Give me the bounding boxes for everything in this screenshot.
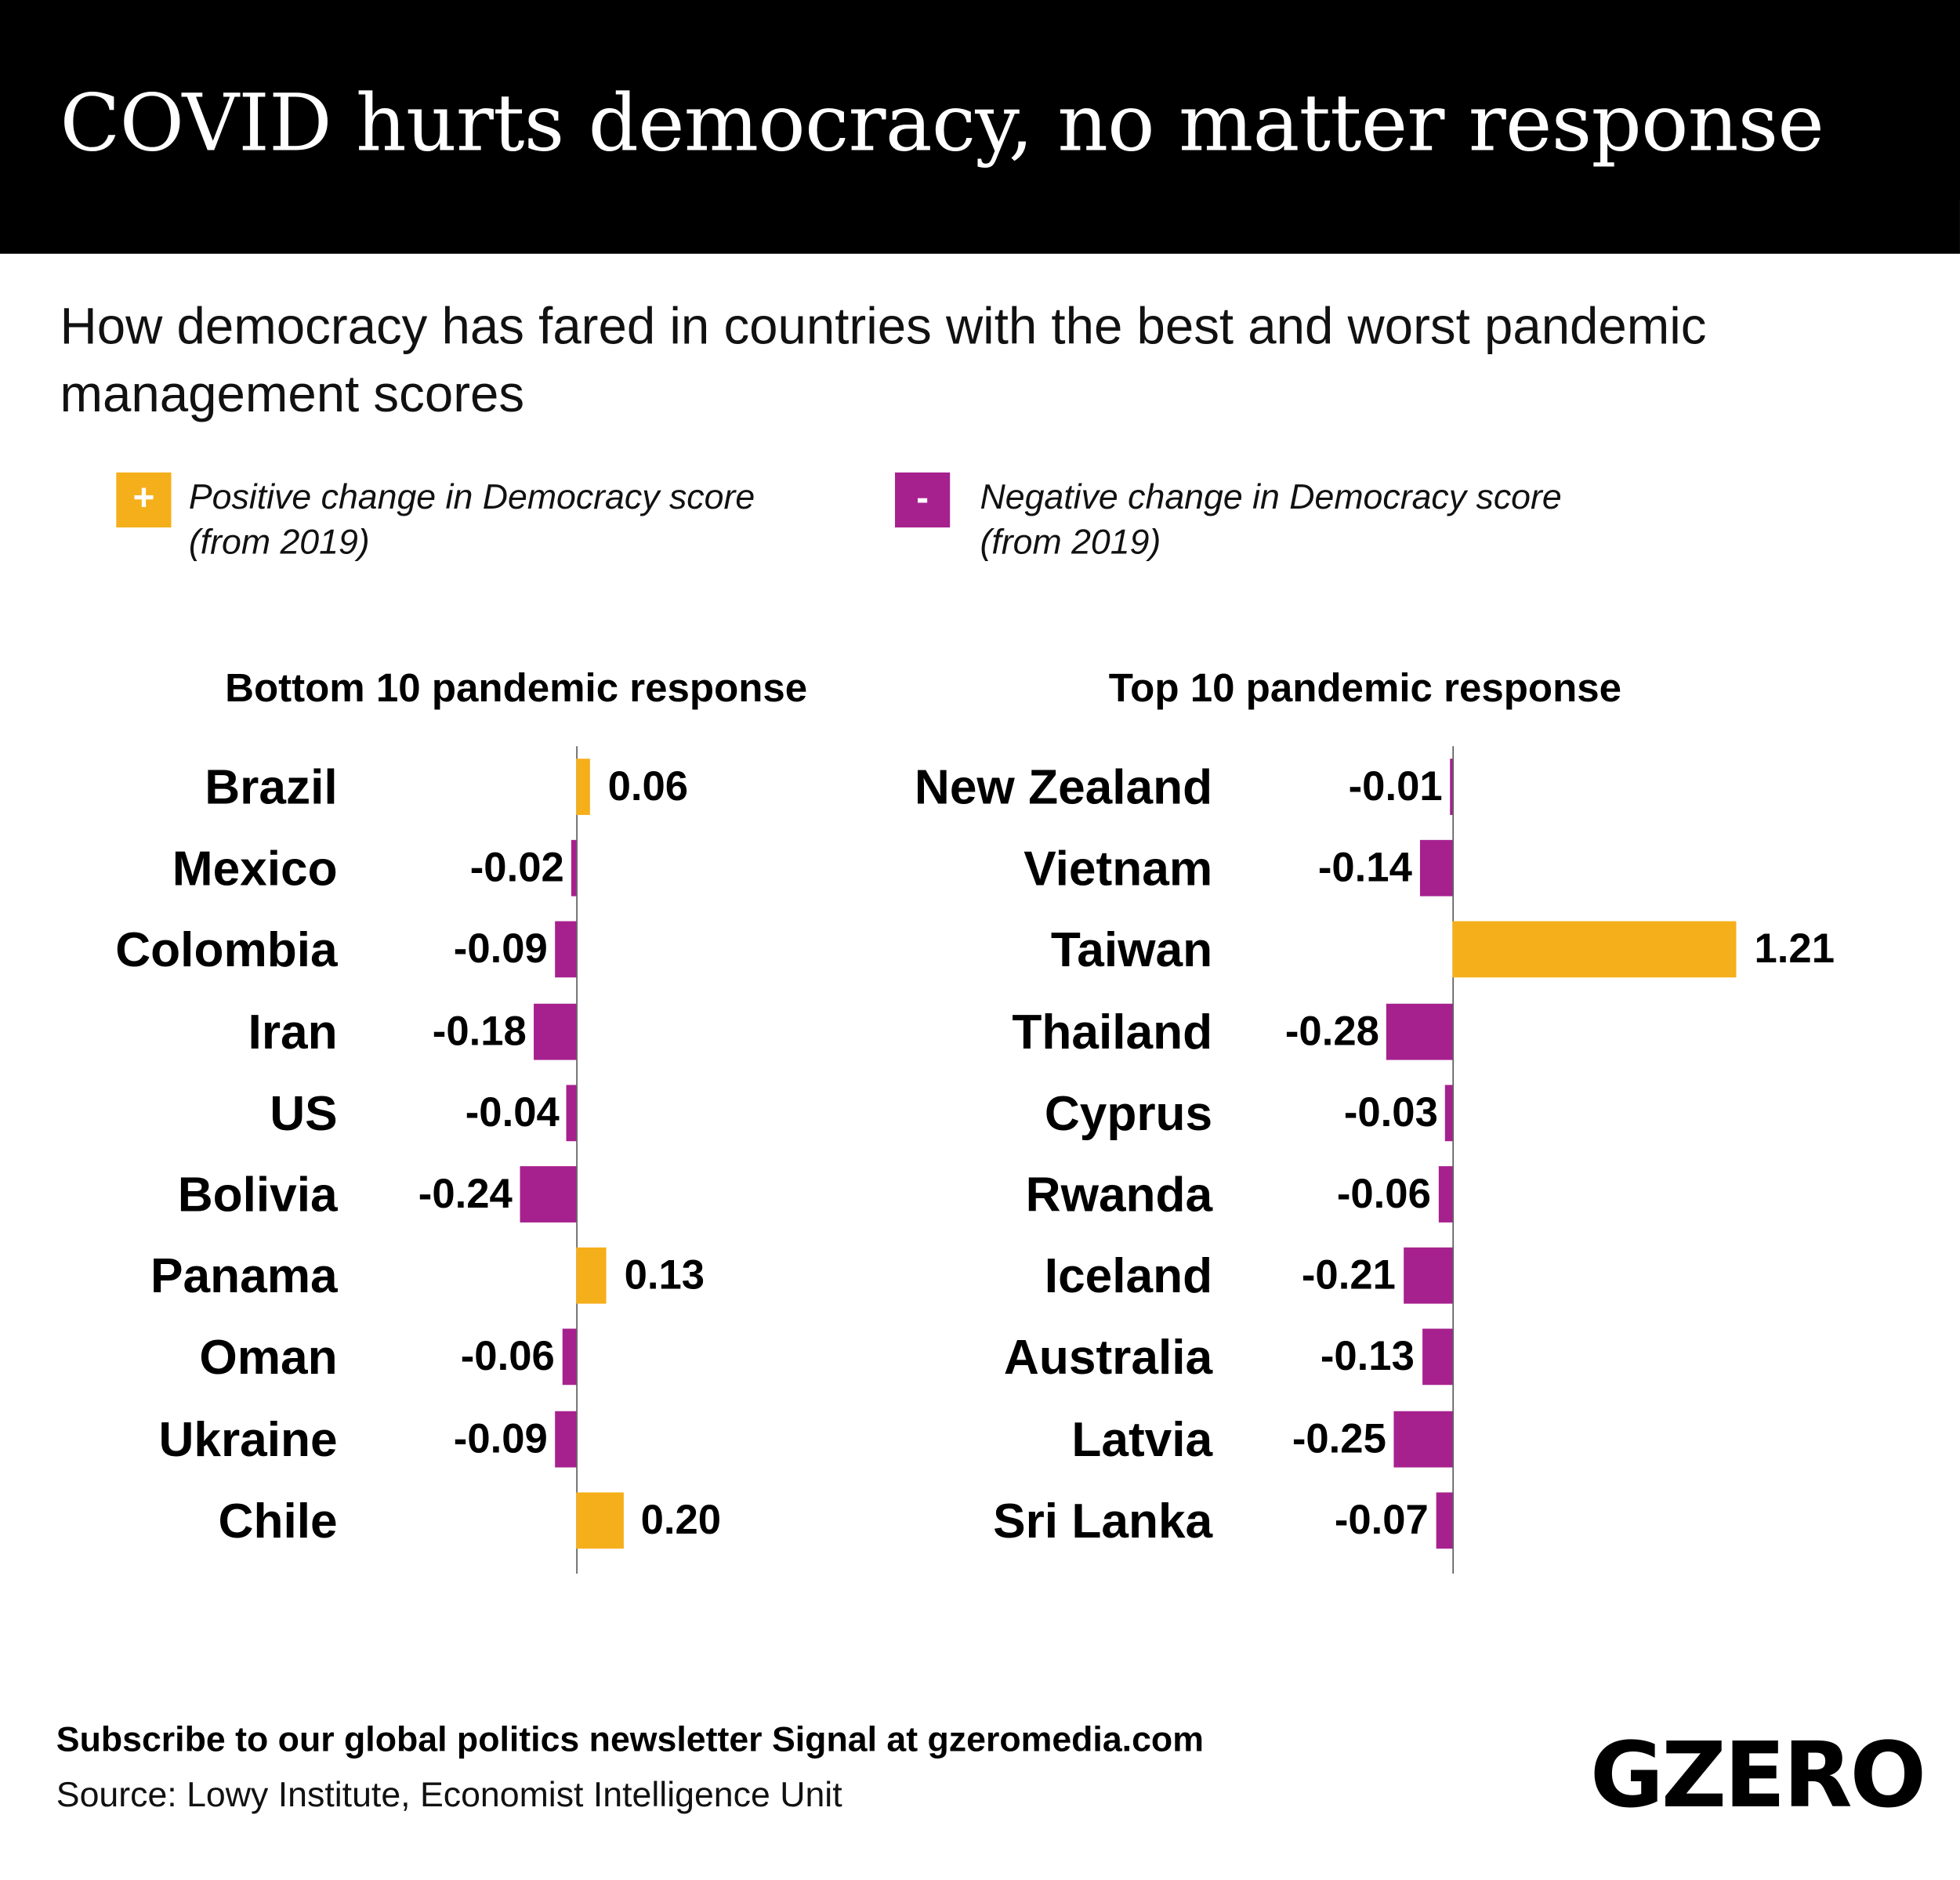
- category-label: Thailand: [1012, 1005, 1213, 1060]
- bar: [571, 840, 577, 897]
- legend-negative-line1: Negative change in Democracy score: [980, 477, 1562, 516]
- data-label: -0.06: [460, 1332, 555, 1379]
- data-label: -0.25: [1292, 1414, 1386, 1461]
- data-label: -0.09: [453, 925, 548, 972]
- data-label: -0.28: [1284, 1006, 1379, 1053]
- bar: [555, 922, 577, 978]
- bar: [1386, 1003, 1453, 1060]
- category-label: Oman: [199, 1331, 338, 1386]
- category-label: Mexico: [172, 842, 338, 897]
- bar: [1450, 759, 1453, 815]
- bar: [1438, 1166, 1453, 1223]
- category-label: Cyprus: [1044, 1087, 1213, 1141]
- category-label: Iran: [248, 1005, 338, 1060]
- header-band: COVID hurts democracy, no matter respons…: [0, 0, 1960, 254]
- legend-positive-line1: Positive change in Democracy score: [188, 477, 755, 516]
- category-label: Colombia: [115, 924, 338, 978]
- data-label: 0.20: [640, 1495, 722, 1542]
- bar: [576, 1492, 624, 1549]
- category-label: New Zealand: [914, 761, 1213, 815]
- bar: [1403, 1248, 1453, 1304]
- zero-axis-line: [576, 746, 578, 1574]
- category-label: Iceland: [1044, 1250, 1213, 1304]
- data-label: -0.06: [1336, 1169, 1431, 1216]
- bar: [576, 1248, 607, 1304]
- bar: [555, 1411, 577, 1467]
- panel-title-top10: Top 10 pandemic response: [1108, 665, 1622, 710]
- data-label: -0.07: [1334, 1495, 1429, 1542]
- bar: [534, 1003, 577, 1060]
- category-label: US: [270, 1087, 338, 1141]
- data-label: 0.13: [624, 1251, 705, 1298]
- bar: [562, 1329, 577, 1386]
- bar: [1393, 1411, 1453, 1467]
- bar: [567, 1085, 577, 1141]
- chart-title: COVID hurts democracy, no matter respons…: [60, 77, 1824, 169]
- data-label: -0.24: [418, 1169, 513, 1216]
- category-label: Chile: [218, 1494, 338, 1549]
- category-label: Bolivia: [177, 1168, 338, 1223]
- category-label: Latvia: [1071, 1413, 1213, 1467]
- subscribe-text: Subscribe to our global politics newslet…: [56, 1719, 1204, 1759]
- legend-negative-line2: (from 2019): [980, 522, 1161, 562]
- zero-axis-line: [1452, 746, 1454, 1574]
- category-label: Ukraine: [158, 1413, 338, 1467]
- legend-negative-label: Negative change in Democracy score (from…: [980, 475, 1561, 565]
- chart-subtitle: How democracy has fared in countries wit…: [60, 297, 1707, 423]
- data-label: -0.03: [1343, 1088, 1438, 1135]
- category-label: Brazil: [205, 761, 338, 815]
- bar: [576, 759, 591, 815]
- data-label: 0.06: [607, 762, 689, 809]
- category-label: Taiwan: [1050, 924, 1213, 978]
- data-label: -0.01: [1348, 762, 1443, 809]
- bar: [1436, 1492, 1453, 1549]
- data-label: -0.21: [1301, 1251, 1396, 1298]
- data-label: -0.13: [1320, 1332, 1415, 1379]
- legend-positive-label: Positive change in Democracy score (from…: [189, 475, 755, 565]
- data-label: -0.18: [432, 1006, 527, 1053]
- bar: [1445, 1085, 1453, 1141]
- source-text: Source: Lowy Institute, Economist Intell…: [56, 1774, 842, 1814]
- category-label: Panama: [150, 1250, 338, 1304]
- data-label: -0.14: [1317, 843, 1412, 890]
- gzero-logo: GZERO: [1589, 1722, 1926, 1827]
- category-label: Australia: [1003, 1331, 1213, 1386]
- bar: [520, 1166, 577, 1223]
- category-label: Sri Lanka: [993, 1494, 1213, 1549]
- data-label: -0.04: [465, 1088, 560, 1135]
- data-label: 1.21: [1754, 925, 1835, 972]
- data-label: -0.02: [469, 843, 564, 890]
- bar: [1452, 922, 1737, 978]
- legend-negative-swatch: -: [895, 472, 951, 528]
- panel-title-bottom10: Bottom 10 pandemic response: [225, 665, 808, 710]
- legend-positive-swatch: +: [116, 472, 172, 528]
- category-label: Vietnam: [1023, 842, 1213, 897]
- bar: [1422, 1329, 1453, 1386]
- legend-positive-line2: (from 2019): [188, 522, 370, 562]
- bar: [1419, 840, 1453, 897]
- data-label: -0.09: [453, 1414, 548, 1461]
- category-label: Rwanda: [1025, 1168, 1213, 1223]
